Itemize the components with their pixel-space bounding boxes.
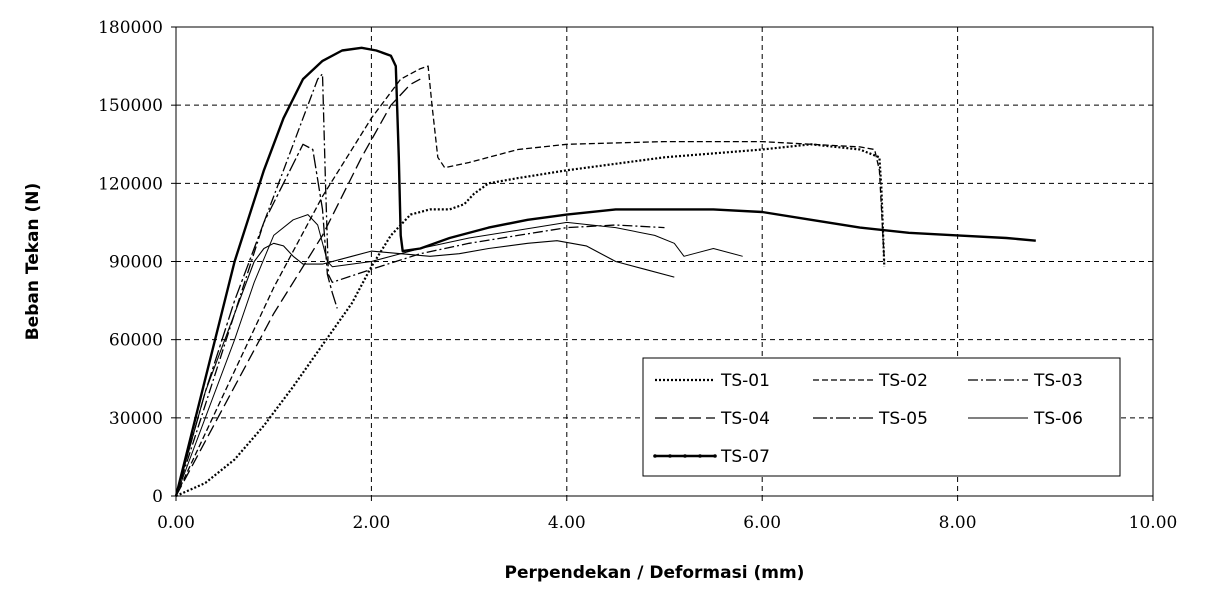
legend-label-ts-05: TS-05 xyxy=(878,409,928,429)
x-tick-label: 4.00 xyxy=(548,513,586,533)
legend-marker xyxy=(653,454,657,458)
legend-marker xyxy=(713,454,717,458)
series-line-ts-04 xyxy=(175,78,421,497)
y-tick-label: 180000 xyxy=(98,18,163,38)
series-line-unlabeled xyxy=(175,214,743,497)
y-tick-label: 120000 xyxy=(98,174,163,194)
legend-label-ts-04: TS-04 xyxy=(720,409,770,429)
y-axis-ticks: 0 30000 60000 90000 120000 150000 180000 xyxy=(98,18,176,507)
y-tick-label: 0 xyxy=(152,487,163,507)
series-line-ts-06 xyxy=(175,240,675,497)
legend-label-ts-01: TS-01 xyxy=(720,371,770,391)
x-tick-label: 2.00 xyxy=(352,513,390,533)
y-tick-label: 30000 xyxy=(109,409,163,429)
x-tick-label: 6.00 xyxy=(743,513,781,533)
series-line-ts-03 xyxy=(175,73,665,497)
x-tick-label: 0.00 xyxy=(157,513,195,533)
series-line-ts-02 xyxy=(175,65,885,497)
x-tick-label: 8.00 xyxy=(939,513,977,533)
series-line-ts-07 xyxy=(174,46,1036,497)
y-tick-label: 90000 xyxy=(109,253,163,273)
y-axis-title: Beban Tekan (N) xyxy=(23,183,43,341)
legend-marker xyxy=(668,454,672,458)
y-tick-label: 150000 xyxy=(98,96,163,116)
legend: TS-01 TS-02 TS-03 TS-04 TS-05 TS-06 TS-07 xyxy=(642,357,1121,477)
legend-marker xyxy=(683,454,687,458)
series-line-ts-05 xyxy=(175,143,338,497)
legend-box xyxy=(642,357,1121,477)
y-tick-label: 60000 xyxy=(109,331,163,351)
legend-label-ts-07: TS-07 xyxy=(720,447,770,467)
x-axis-title: Perpendekan / Deformasi (mm) xyxy=(505,563,805,583)
x-tick-label: 10.00 xyxy=(1129,513,1178,533)
legend-label-ts-02: TS-02 xyxy=(878,371,928,391)
series-lines xyxy=(174,46,1036,498)
x-axis-ticks: 0.00 2.00 4.00 6.00 8.00 10.00 xyxy=(157,496,1177,533)
legend-label-ts-03: TS-03 xyxy=(1033,371,1083,391)
legend-label-ts-06: TS-06 xyxy=(1033,409,1083,429)
legend-marker xyxy=(698,454,702,458)
